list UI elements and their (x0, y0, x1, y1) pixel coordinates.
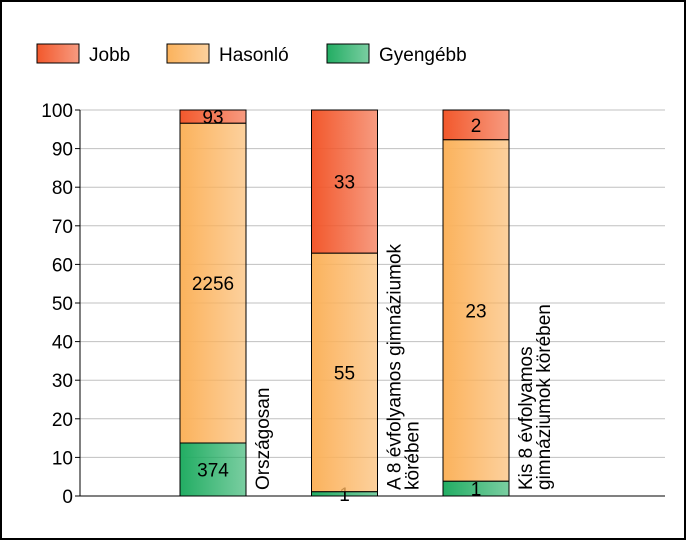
data-label: 1 (339, 485, 350, 506)
legend-swatch (166, 43, 210, 64)
y-tick-label: 40 (52, 333, 73, 354)
bar-segment (179, 442, 247, 497)
y-tick-label: 70 (52, 217, 73, 238)
data-label: 55 (334, 363, 355, 384)
y-tick-label: 80 (52, 178, 73, 199)
y-tick-label: 90 (52, 140, 73, 161)
x-tick-label: Országosan (253, 388, 274, 490)
data-label: 1 (471, 480, 482, 501)
legend-swatch (36, 43, 80, 64)
legend-swatch (326, 43, 370, 64)
bar-segment (442, 109, 510, 141)
y-tick-label: 20 (52, 410, 73, 431)
bar-segment (311, 252, 378, 493)
data-label: 23 (465, 301, 486, 322)
bar-segment (179, 109, 247, 124)
bar-segment (442, 139, 510, 482)
data-label: 33 (334, 173, 355, 194)
legend-label: Jobb (89, 45, 130, 66)
data-label: 2 (471, 116, 482, 137)
legend-label: Gyengébb (379, 45, 467, 66)
data-label: 93 (202, 108, 223, 129)
y-tick-label: 0 (62, 487, 73, 508)
legend-label: Hasonló (219, 45, 289, 66)
y-tick-label: 100 (41, 101, 73, 122)
y-tick-label: 60 (52, 255, 73, 276)
data-label: 2256 (192, 274, 234, 295)
y-tick-label: 30 (52, 371, 73, 392)
y-tick-label: 10 (52, 448, 73, 469)
y-tick-label: 50 (52, 294, 73, 315)
bar-segment (311, 109, 378, 254)
x-tick-label: A 8 évfolyamos gimnáziumok körében (385, 239, 424, 490)
x-tick-label: Kis 8 évfolyamos gimnáziumok körében (516, 304, 555, 490)
data-label: 374 (197, 460, 229, 481)
